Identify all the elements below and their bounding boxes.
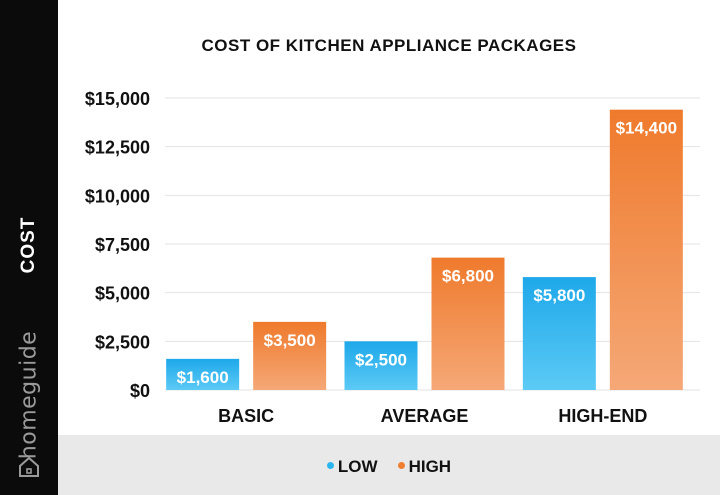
bar-low-basic — [166, 358, 240, 390]
x-tick-label: HIGH-END — [558, 406, 647, 426]
bar-chart: $0 $2,500 $5,000 $7,500 $10,000 $12,500 $15,00… — [85, 89, 700, 426]
chart-title: COST OF KITCHEN APPLIANCE PACKAGES — [201, 36, 577, 55]
bar-high-average — [431, 257, 505, 390]
legend-swatch — [397, 462, 405, 470]
y-tick-label: $2,500 — [95, 332, 150, 352]
x-tick-label: AVERAGE — [381, 406, 469, 426]
legend: LOW HIGH — [58, 457, 720, 477]
legend-item-low: LOW — [326, 457, 378, 477]
y-tick-label: $15,000 — [85, 89, 150, 109]
legend-label: LOW — [337, 457, 378, 476]
x-tick-label: BASIC — [218, 406, 274, 426]
legend-label: HIGH — [408, 457, 452, 476]
data-label: $5,800 — [533, 286, 585, 305]
data-label: $3,500 — [264, 331, 316, 350]
data-label: $14,400 — [616, 119, 677, 138]
side-bar: COST homeguide — [0, 0, 58, 495]
legend-swatch — [326, 462, 334, 470]
legend-band: LOW HIGH — [58, 435, 720, 495]
y-tick-label: $0 — [130, 381, 150, 401]
data-label: $1,600 — [177, 368, 229, 387]
house-icon — [19, 456, 39, 477]
bar-high-high-end — [609, 109, 683, 391]
y-tick-label: $7,500 — [95, 235, 150, 255]
y-tick-label: $5,000 — [95, 284, 150, 304]
bar-high-basic — [253, 321, 327, 390]
legend-item-high: HIGH — [397, 457, 452, 477]
data-label: $2,500 — [355, 350, 407, 369]
data-label: $6,800 — [442, 267, 494, 286]
bar-low-high-end — [522, 277, 596, 390]
y-tick-label: $12,500 — [85, 138, 150, 158]
bar-low-average — [344, 341, 418, 390]
y-tick-label: $10,000 — [85, 186, 150, 206]
